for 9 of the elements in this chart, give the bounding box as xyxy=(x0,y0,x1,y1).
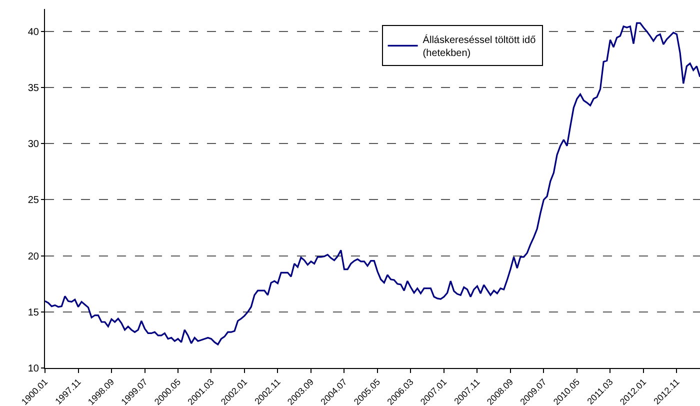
y-tick-label: 20 xyxy=(28,251,40,262)
y-tick-label: 10 xyxy=(28,364,40,374)
y-tick-label: 30 xyxy=(28,139,40,150)
y-tick-label: 25 xyxy=(28,195,40,206)
line-series xyxy=(45,22,700,346)
legend-label: Álláskereséssel töltött idő (hetekben) xyxy=(422,34,536,60)
y-tick-label: 40 xyxy=(28,26,40,38)
y-tick-label: 15 xyxy=(28,307,40,318)
y-tick-label: 35 xyxy=(28,83,40,94)
